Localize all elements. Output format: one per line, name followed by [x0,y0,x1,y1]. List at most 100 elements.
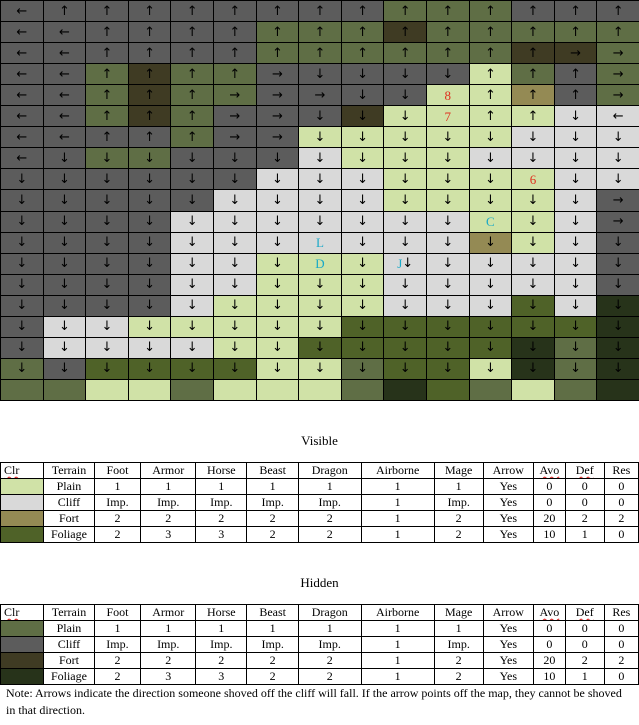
table-row: Plain 1 1 1 1 1 1 1 Yes 0 0 0 [0,478,639,495]
table-header-cell: Horse [195,462,248,479]
table-cell: Imp. [433,636,484,653]
arrow-down-icon: ↓ [42,357,87,380]
table-header-cell: Terrain [43,604,95,621]
table-header-cell: Foot [93,604,142,621]
arrow-down-icon: ↓ [383,315,427,338]
arrow-down-icon: ↓ [298,105,342,128]
arrow-up-icon: ↑ [85,42,129,65]
arrow-up-icon: ↑ [426,0,470,23]
arrow-up-icon: ↑ [298,0,342,23]
arrow-down-icon: ↓ [426,273,470,296]
arrow-down-icon: ↓ [553,189,598,212]
map-cell: D [298,252,342,275]
arrow-right-icon: → [596,210,639,233]
arrow-down-icon: ↓ [0,273,44,296]
arrow-down-icon: ↓ [340,189,385,212]
arrow-down-icon: ↓ [426,294,470,317]
table-cell: 0 [532,636,566,653]
arrow-down-icon: ↓ [340,336,385,359]
arrow-down-icon: ↓ [426,63,470,86]
arrow-right-icon: → [596,63,639,86]
table-cell: Yes [482,636,534,653]
arrow-up-icon: ↑ [468,105,513,128]
table-row: Fort 2 2 2 2 2 1 2 Yes 20 2 2 [0,652,639,669]
unit-number-label: 6 [529,171,537,187]
arrow-down-icon: ↓ [42,252,87,275]
arrow-down-icon: ↓ [511,294,555,317]
table-header-cell: Def [564,604,605,621]
arrow-down-icon: ↓ [170,315,214,338]
arrow-down-icon: ↓ [0,231,44,254]
arrow-down-icon: ↓ [85,315,129,338]
table-row: Plain 1 1 1 1 1 1 1 Yes 0 0 0 [0,620,639,637]
table-cell: 10 [532,526,566,543]
arrow-up-icon: ↑ [127,105,172,128]
arrow-down-icon: ↓ [383,84,427,107]
map-cell [426,378,470,401]
map-cell [553,378,598,401]
table-cell: 1 [564,668,605,685]
table-cell: 2 [297,652,362,669]
table-cell: 2 [433,526,484,543]
arrow-left-icon: ← [0,0,44,23]
map-cell: J ↓ [383,252,427,275]
table-cell: 3 [140,526,197,543]
table-cell: 2 [297,668,362,685]
map-cell [127,378,172,401]
arrow-up-icon: ↑ [127,63,172,86]
table-cell: Imp. [140,636,197,653]
arrow-down-icon: ↓ [255,315,300,338]
arrow-up-icon: ↑ [127,42,172,65]
map-cell: 8 [426,84,470,107]
arrow-right-icon: → [553,42,598,65]
arrow-up-icon: ↑ [170,63,214,86]
arrow-down-icon: ↓ [426,357,470,380]
arrow-down-icon: ↓ [596,315,639,338]
map-note: Note: Arrows indicate the direction some… [6,686,622,717]
table-cell: Imp. [433,494,484,511]
table-cell: 0 [564,478,605,495]
arrow-down-icon: ↓ [383,273,427,296]
arrow-down-icon: ↓ [340,231,385,254]
arrow-down-icon: ↓ [298,168,342,191]
table-cell: 1 [433,478,484,495]
arrow-down-icon: ↓ [298,273,342,296]
arrow-up-icon: ↑ [170,126,214,149]
arrow-up-icon: ↑ [42,0,87,23]
table-cell: 1 [297,620,362,637]
arrow-down-icon: ↓ [298,336,342,359]
table-cell: Imp. [93,494,142,511]
table-cell: 0 [603,636,639,653]
arrow-up-icon: ↑ [553,21,598,44]
map-cell [42,378,87,401]
arrow-down-icon: ↓ [383,126,427,149]
arrow-up-icon: ↑ [298,21,342,44]
table-cell: 1 [360,636,435,653]
arrow-up-icon: ↑ [213,63,257,86]
table-cell: 2 [140,652,197,669]
arrow-right-icon: → [255,126,300,149]
arrow-down-icon: ↓ [213,315,257,338]
table-header-cell: Avo [532,604,566,621]
table-header-cell: Avo [532,462,566,479]
arrow-down-icon: ↓ [553,252,598,275]
arrow-down-icon: ↓ [85,147,129,170]
table-cell: 2 [297,526,362,543]
unit-letter-label: L [316,235,324,251]
arrow-right-icon: → [255,63,300,86]
arrow-down-icon: ↓ [511,315,555,338]
table-cell: 2 [246,668,299,685]
map-cell: 6 [511,168,555,191]
table-cell: Imp. [195,636,248,653]
table-header-cell: Mage [433,604,484,621]
arrow-up-icon: ↑ [511,42,555,65]
table-cell: Yes [482,510,534,527]
arrow-down-icon: ↓ [511,147,555,170]
map-cell: C [468,210,513,233]
unit-number-label: 8 [444,87,452,103]
arrow-up-icon: ↑ [468,0,513,23]
arrow-right-icon: → [255,84,300,107]
arrow-left-icon: ← [596,105,639,128]
arrow-down-icon: ↓ [85,273,129,296]
arrow-down-icon: ↓ [553,210,598,233]
